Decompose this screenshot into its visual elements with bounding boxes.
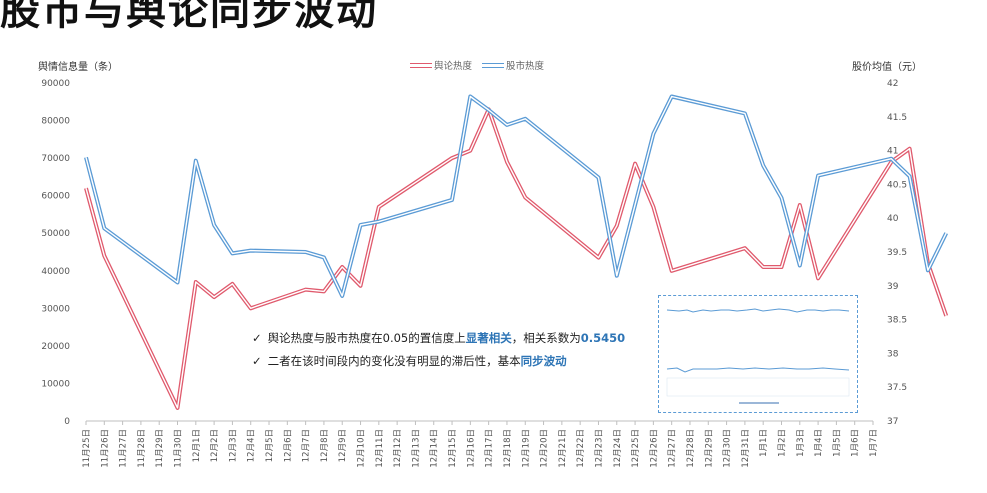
y-left-tick-label: 50000 [41, 229, 70, 239]
x-tick-label: 12月15日 [448, 429, 458, 468]
x-tick-label: 12月16日 [466, 429, 476, 468]
x-tick-label: 12月26日 [649, 429, 659, 468]
x-tick-label: 1月3日 [796, 429, 806, 457]
y-right-tick-label: 41.5 [887, 113, 907, 123]
legend-label-stock: 股市热度 [506, 61, 545, 72]
x-tick-label: 12月23日 [594, 429, 604, 468]
finding-1-highlight: 显著相关 [465, 331, 512, 345]
finding-1-text: 舆论热度与股市热度在0.05的置信度上 [267, 331, 466, 345]
x-tick-label: 12月6日 [283, 429, 293, 462]
inset-thumbnail-svg [666, 308, 850, 404]
chart-legend: 舆论热度 股市热度 [410, 58, 544, 72]
finding-2-highlight: 同步波动 [520, 354, 567, 368]
y-left-tick-label: 30000 [41, 304, 70, 314]
legend-swatch-opinion [410, 62, 432, 68]
finding-1-highlight2: 0.5450 [580, 331, 626, 345]
y-left-tick-label: 70000 [41, 154, 70, 164]
y-right-tick-label: 39 [887, 282, 899, 292]
series-line-inner-stock [85, 95, 947, 297]
x-tick-label: 12月4日 [247, 429, 257, 462]
x-tick-label: 12月3日 [228, 429, 238, 462]
x-tick-label: 12月25日 [631, 429, 641, 468]
legend-label-opinion: 舆论热度 [434, 61, 473, 72]
finding-row-2: ✓ 二者在该时间段内的变化没有明显的滞后性，基本同步波动 [252, 350, 625, 373]
x-tick-label: 11月27日 [119, 429, 129, 468]
inset-upper-line [666, 308, 850, 313]
y-left-tick-label: 60000 [41, 192, 70, 202]
right-axis-title: 股价均值（元） [852, 62, 922, 73]
y-right-tick-label: 41 [887, 147, 898, 157]
x-tick-label: 12月20日 [540, 429, 550, 468]
x-tick-label: 12月10日 [357, 429, 367, 468]
y-right-tick-label: 40.5 [887, 180, 907, 190]
inset-lower-line [666, 367, 850, 373]
finding-2-text: 二者在该时间段内的变化没有明显的滞后性，基本 [267, 354, 521, 368]
x-tick-label: 11月26日 [100, 429, 110, 468]
y-left-tick-label: 10000 [41, 379, 70, 389]
x-tick-label: 12月8日 [320, 429, 330, 462]
y-right-tick-label: 37 [887, 417, 898, 427]
x-tick-label: 1月5日 [832, 429, 842, 457]
inset-legend-mark [739, 402, 779, 404]
x-tick-label: 12月2日 [210, 429, 220, 462]
check-icon: ✓ [252, 354, 262, 368]
finding-1-text2: ，相关系数为 [511, 331, 581, 345]
legend-item-opinion: 舆论热度 [410, 58, 472, 72]
x-tick-label: 12月30日 [723, 429, 733, 468]
findings-annotation: ✓ 舆论热度与股市热度在0.05的置信度上显著相关，相关系数为0.5450 ✓ … [252, 327, 625, 373]
inset-thumbnail-chart [658, 295, 858, 413]
x-tick-label: 12月28日 [686, 429, 696, 468]
y-right-tick-label: 38 [887, 349, 899, 359]
y-right-tick-label: 37.5 [887, 383, 907, 393]
y-right-tick-label: 42 [887, 79, 898, 89]
x-tick-label: 12月5日 [265, 429, 275, 462]
x-tick-label: 12月18日 [503, 429, 513, 468]
y-right-tick-label: 40 [887, 214, 899, 224]
x-tick-label: 1月1日 [759, 429, 769, 457]
y-left-tick-label: 20000 [41, 342, 70, 352]
x-tick-label: 1月2日 [777, 429, 787, 457]
legend-swatch-stock [482, 62, 505, 68]
x-tick-label: 12月11日 [375, 429, 385, 468]
x-tick-label: 11月30日 [174, 429, 184, 468]
y-left-tick-label: 90000 [41, 79, 70, 89]
inset-tick-marks [666, 377, 850, 397]
y-left-tick-label: 0 [64, 417, 70, 427]
x-tick-label: 1月6日 [851, 429, 861, 457]
series-line-inner-opinion [85, 108, 947, 409]
left-axis-title: 舆情信息量（条） [38, 62, 118, 73]
slide-title: 股市与舆论同步波动 [0, 0, 378, 34]
x-tick-label: 12月24日 [613, 429, 623, 468]
finding-row-1: ✓ 舆论热度与股市热度在0.05的置信度上显著相关，相关系数为0.5450 [252, 327, 625, 350]
y-right-tick-label: 39.5 [887, 248, 907, 258]
x-tick-label: 11月28日 [137, 429, 147, 468]
x-tick-label: 12月13日 [411, 429, 421, 468]
y-left-tick-label: 80000 [41, 117, 70, 127]
x-tick-label: 12月7日 [302, 429, 312, 462]
x-tick-label: 11月25日 [82, 429, 92, 468]
series-line-outer-stock [84, 94, 948, 298]
x-tick-label: 12月22日 [576, 429, 586, 468]
legend-item-stock: 股市热度 [482, 58, 544, 72]
x-tick-label: 12月21日 [558, 429, 568, 468]
x-tick-label: 12月29日 [704, 429, 714, 468]
x-tick-label: 11月29日 [155, 429, 165, 468]
x-tick-label: 12月17日 [485, 429, 495, 468]
check-icon: ✓ [252, 331, 262, 345]
y-left-tick-label: 40000 [41, 267, 70, 277]
x-tick-label: 1月7日 [869, 429, 879, 457]
x-tick-label: 12月19日 [521, 429, 531, 468]
x-tick-label: 12月27日 [668, 429, 678, 468]
y-right-tick-label: 38.5 [887, 316, 907, 326]
x-tick-label: 12月14日 [430, 429, 440, 468]
x-tick-label: 1月4日 [814, 429, 824, 457]
x-tick-label: 12月9日 [338, 429, 348, 462]
x-tick-label: 12月31日 [741, 429, 751, 468]
x-tick-label: 12月1日 [192, 429, 202, 462]
x-tick-label: 12月12日 [393, 429, 403, 468]
